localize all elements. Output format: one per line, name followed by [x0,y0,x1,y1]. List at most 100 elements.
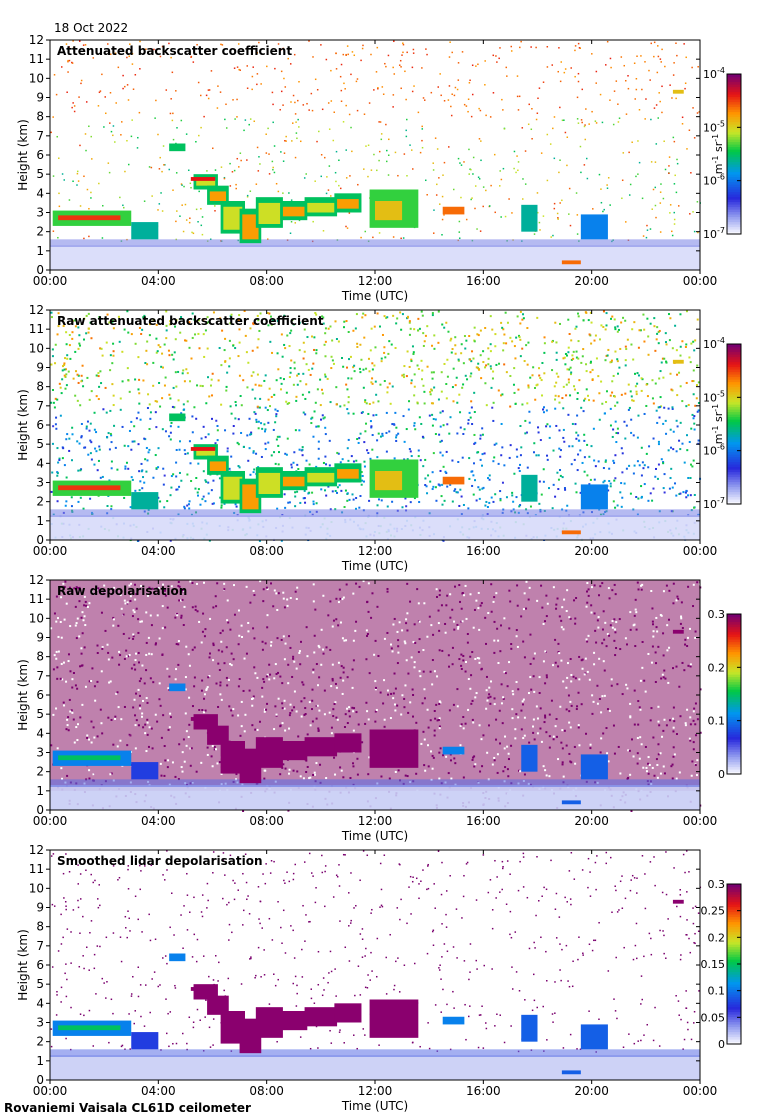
speckle [246,194,249,197]
speckle [596,684,599,687]
speckle [551,369,554,372]
speckle [508,198,510,200]
speckle [83,237,85,240]
speckle [418,670,421,673]
speckle [289,332,292,335]
speckle [574,423,577,426]
speckle [580,659,583,662]
speckle [96,680,99,683]
speckle [439,411,442,414]
speckle [448,146,450,148]
speckle [516,75,519,77]
speckle [503,333,506,336]
speckle [397,651,400,654]
speckle [92,57,95,59]
speckle [638,757,641,760]
speckle [142,316,145,319]
speckle [676,394,679,397]
speckle [531,374,534,377]
speckle [657,440,660,443]
speckle [486,751,489,754]
speckle [364,399,367,402]
speckle [577,691,580,694]
colorbar-step [727,86,741,90]
speckle [553,207,556,210]
speckle [86,188,89,191]
speckle [204,329,207,332]
speckle [391,385,394,388]
speckle [413,497,416,500]
speckle [391,500,394,503]
speckle [69,53,71,56]
speckle [580,361,583,364]
colorbar-step [727,379,741,383]
speckle [362,386,365,389]
speckle [552,127,554,130]
speckle [692,748,695,751]
speckle [541,361,544,364]
speckle [630,809,633,812]
speckle [176,612,179,615]
speckle [88,777,91,780]
speckle [177,778,180,781]
speckle [507,752,510,755]
speckle [331,625,334,628]
speckle [558,47,560,49]
speckle [321,108,324,111]
speckle [346,447,349,450]
speckle [217,379,220,382]
speckle [206,746,209,749]
speckle [115,692,118,695]
speckle [423,340,426,343]
speckle [221,44,224,46]
speckle [693,493,696,496]
speckle [284,506,287,509]
colorbar-step [727,174,741,178]
speckle [605,324,608,327]
speckle [418,416,421,419]
speckle [180,766,183,769]
speckle [68,344,71,347]
speckle [254,383,257,386]
speckle [347,412,350,415]
speckle [591,110,593,113]
speckle [655,616,658,619]
speckle [214,442,217,445]
speckle [478,657,481,660]
speckle [433,729,436,732]
speckle [236,98,238,101]
colorbar-step [727,451,741,455]
speckle [188,696,191,699]
speckle [379,121,382,123]
speckle [489,695,492,698]
speckle [90,197,92,199]
speckle [420,310,423,313]
speckle [343,725,346,728]
speckle [277,368,280,371]
speckle [206,170,208,172]
speckle [610,359,613,362]
speckle [440,390,443,393]
speckle [585,388,588,391]
speckle [168,354,171,357]
speckle [350,73,352,76]
speckle [112,125,115,127]
speckle [317,684,320,687]
speckle [442,465,445,468]
speckle [438,594,441,597]
speckle [245,585,248,588]
speckle [246,159,248,161]
speckle [569,373,572,376]
speckle [373,653,376,656]
speckle [233,584,236,587]
speckle [470,406,473,409]
speckle [117,66,120,69]
speckle [632,755,635,758]
speckle [478,497,481,500]
speckle [335,386,338,389]
speckle [472,493,475,496]
speckle [143,314,146,317]
speckle [237,43,240,45]
speckle [206,753,209,756]
speckle [323,156,326,159]
